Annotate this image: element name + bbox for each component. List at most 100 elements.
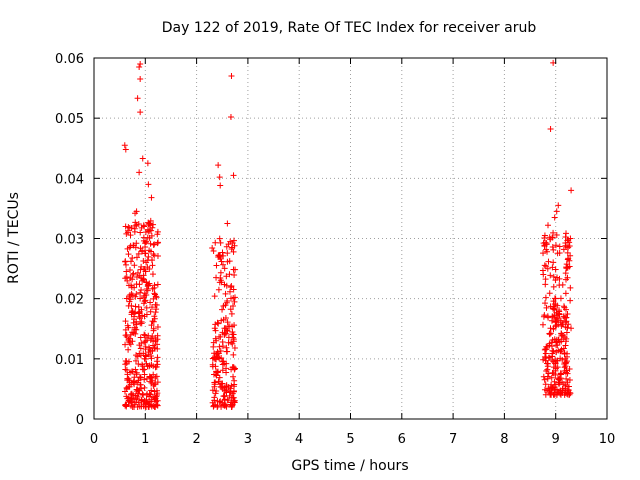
data-point	[550, 325, 557, 332]
data-point	[550, 283, 557, 290]
data-point	[151, 290, 158, 297]
data-point	[141, 290, 148, 297]
data-point	[564, 249, 571, 256]
data-point	[553, 309, 560, 316]
data-point	[545, 222, 552, 229]
data-point	[131, 326, 138, 333]
data-point	[149, 256, 156, 263]
data-point	[142, 338, 149, 345]
data-point	[541, 353, 548, 360]
data-point	[137, 266, 144, 273]
data-point	[148, 379, 155, 386]
data-point	[565, 236, 572, 243]
data-point	[142, 403, 149, 410]
data-point	[154, 324, 161, 331]
data-point	[122, 332, 129, 339]
data-point	[558, 346, 565, 353]
data-point	[212, 363, 219, 370]
data-point	[227, 113, 234, 120]
data-point	[544, 366, 551, 373]
data-point	[567, 284, 574, 291]
data-point	[540, 271, 547, 278]
data-point	[541, 262, 548, 269]
data-point	[150, 371, 157, 378]
data-point	[223, 327, 230, 334]
data-point	[141, 366, 148, 373]
data-point	[218, 258, 225, 265]
data-point	[544, 375, 551, 382]
data-point	[229, 331, 236, 338]
data-point	[554, 342, 561, 349]
data-point	[132, 210, 139, 217]
data-point	[228, 310, 235, 317]
data-point	[129, 308, 136, 315]
data-point	[231, 294, 238, 301]
data-point	[145, 228, 152, 235]
data-point	[221, 360, 228, 367]
data-point	[133, 240, 140, 247]
data-point	[140, 257, 147, 264]
data-point	[224, 258, 231, 265]
data-point	[131, 225, 138, 232]
data-point	[219, 306, 226, 313]
data-point	[549, 264, 556, 271]
data-point	[143, 259, 150, 266]
data-point	[142, 346, 149, 353]
data-point	[543, 346, 550, 353]
data-point	[150, 363, 157, 370]
data-point	[551, 295, 558, 302]
data-point	[152, 293, 159, 300]
data-point	[230, 237, 237, 244]
data-point	[144, 283, 151, 290]
data-point	[154, 231, 161, 238]
data-point	[137, 334, 144, 341]
data-point	[216, 174, 223, 181]
data-point	[567, 297, 574, 304]
data-point	[210, 343, 217, 350]
data-point	[153, 306, 160, 313]
data-point	[141, 298, 148, 305]
data-point	[223, 382, 230, 389]
data-point	[141, 266, 148, 273]
data-point	[146, 220, 153, 227]
data-point	[226, 288, 233, 295]
data-point	[550, 273, 557, 280]
data-point	[219, 249, 226, 256]
data-point	[566, 366, 573, 373]
data-point	[136, 313, 143, 320]
data-point	[220, 303, 227, 310]
data-point	[221, 265, 228, 272]
data-point	[154, 345, 161, 352]
data-point	[545, 354, 552, 361]
data-point	[127, 296, 134, 303]
data-point	[545, 258, 552, 265]
data-point	[542, 276, 549, 283]
data-point	[151, 252, 158, 259]
data-point	[133, 281, 140, 288]
data-point	[154, 379, 161, 386]
data-point	[133, 326, 140, 333]
data-point	[550, 370, 557, 377]
data-point	[558, 323, 565, 330]
data-point	[217, 347, 224, 354]
data-point	[562, 239, 569, 246]
data-point	[212, 321, 219, 328]
data-point	[145, 181, 152, 188]
data-point	[551, 306, 558, 313]
data-point	[564, 256, 571, 263]
data-point	[154, 240, 161, 247]
data-point	[134, 269, 141, 276]
x-tick-label: 8	[500, 432, 508, 447]
data-point	[138, 287, 145, 294]
data-point	[560, 246, 567, 253]
data-point	[228, 73, 235, 80]
data-point	[543, 246, 550, 253]
data-point	[542, 294, 549, 301]
data-point	[560, 303, 567, 310]
data-point	[142, 250, 149, 257]
data-point	[227, 284, 234, 291]
data-point	[547, 330, 554, 337]
data-point	[135, 250, 142, 257]
data-point	[122, 341, 129, 348]
data-point	[132, 366, 139, 373]
